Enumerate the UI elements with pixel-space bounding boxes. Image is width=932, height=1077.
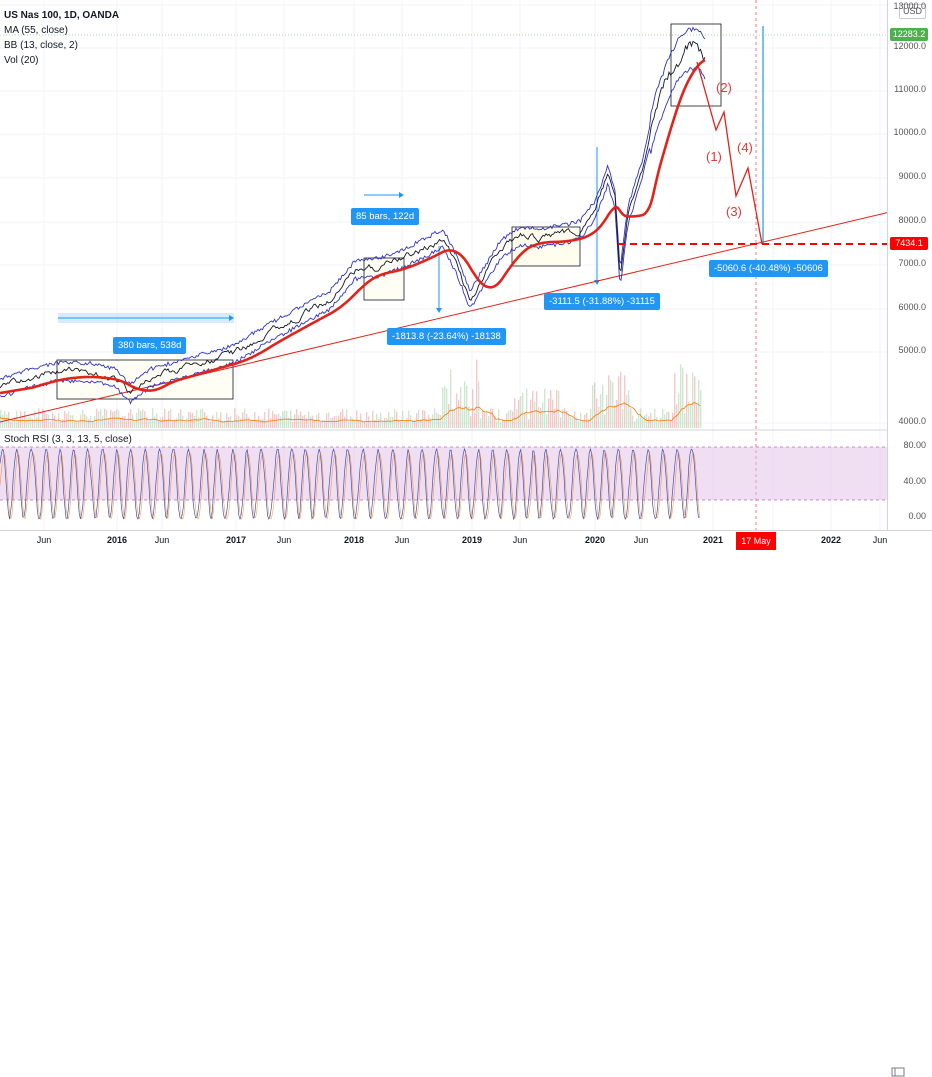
symbol-title[interactable]: US Nas 100, 1D, OANDA [4,10,120,21]
wave-label-4: (4) [737,140,753,155]
measure-callout-3: -1813.8 (-23.64%) -18138 [387,328,506,345]
y-tick: 13000.0 [893,1,926,11]
elliott-projection [696,61,763,245]
x-tick: Jun [872,535,888,545]
price-range-arrowhead-1 [436,308,442,313]
x-tick: Jun [36,535,52,545]
measure-callout-5: -5060.6 (-40.48%) -50606 [709,260,828,277]
current-price-badge: 12283.2 [890,28,928,41]
stoch-tick: 0.00 [908,511,926,521]
currency-label[interactable]: USD [898,4,926,19]
price-axis[interactable]: USD 13000.0 12000.0 11000.0 10000.0 9000… [887,0,932,530]
y-tick: 12000.0 [893,41,926,51]
chart-legend: US Nas 100, 1D, OANDA MA (55, close) BB … [4,8,119,68]
wave-label-1: (1) [706,149,722,164]
cursor-date-badge: 17 May '21 [736,532,776,564]
volume-ma-line [0,401,701,423]
x-tick: 2017 [225,535,247,545]
x-tick: 2021 [702,535,724,545]
indicator-ma[interactable]: MA (55, close) [4,25,68,36]
x-tick: 2016 [106,535,128,545]
x-tick: Jun [633,535,649,545]
time-axis[interactable]: Jun 2016 Jun 2017 Jun 2018 Jun 2019 Jun … [0,530,932,1077]
date-range-arrowhead [229,315,234,321]
indicator-bb[interactable]: BB (13, close, 2) [4,40,78,51]
y-tick: 9000.0 [898,171,926,181]
x-tick: 2022 [820,535,842,545]
wave-label-3: (3) [726,204,742,219]
wave-label-2: (2) [716,80,732,95]
indicator-vol[interactable]: Vol (20) [4,55,39,66]
y-tick: 6000.0 [898,302,926,312]
x-tick: 2019 [461,535,483,545]
stoch-tick: 80.00 [903,440,926,450]
y-tick: 11000.0 [894,84,926,94]
x-tick: Jun [276,535,292,545]
measure-callout-1: 380 bars, 538d [113,337,187,354]
x-tick: Jun [154,535,170,545]
stoch-tick: 40.00 [903,476,926,486]
moving-average-55 [0,59,706,395]
settings-icon[interactable] [891,1067,905,1077]
bollinger-lower [0,65,706,405]
x-tick: Jun [512,535,528,545]
measure-callout-2: 85 bars, 122d [351,208,420,225]
y-tick: 10000.0 [893,127,926,137]
x-tick: 2018 [343,535,365,545]
range-box-1 [56,359,234,400]
y-tick: 7000.0 [898,258,926,268]
x-tick: Jun [394,535,410,545]
range-box-4 [670,23,722,107]
bollinger-upper [0,26,706,385]
date-range-arrowhead-2 [399,192,404,198]
stoch-rsi-title[interactable]: Stoch RSI (3, 3, 13, 5, close) [4,434,132,445]
y-tick: 4000.0 [898,416,926,426]
y-tick: 8000.0 [898,215,926,225]
stoch-d-line [0,451,700,521]
stoch-k-line [0,447,700,521]
x-tick: 2020 [584,535,606,545]
target-price-badge: 7434.1 [890,237,928,250]
measure-callout-4: -3111.5 (-31.88%) -31115 [544,293,660,310]
y-tick: 5000.0 [898,345,926,355]
price-series [0,40,706,394]
